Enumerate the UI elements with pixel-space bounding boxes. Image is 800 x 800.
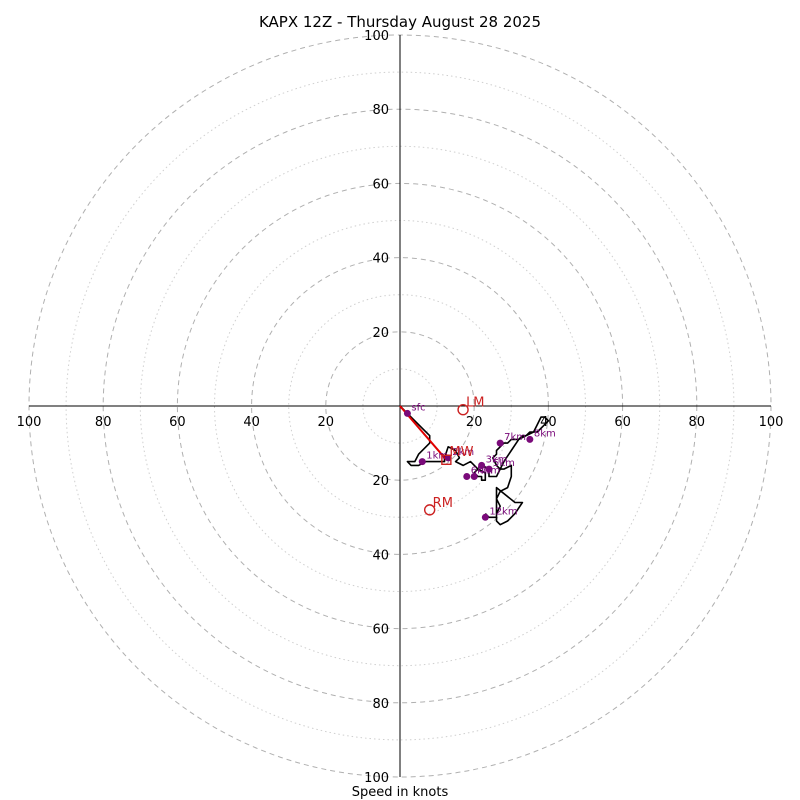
height-label-5km: 5km xyxy=(493,458,515,469)
height-label-sfc: sfc xyxy=(411,402,425,413)
tick-label-bottom-60: 60 xyxy=(372,623,389,638)
storm-motion-label-rm: RM xyxy=(433,496,453,511)
tick-label-top-80: 80 xyxy=(372,103,389,118)
height-label-2km: 2km xyxy=(452,447,474,458)
chart-title: KAPX 12Z - Thursday August 28 2025 xyxy=(259,13,541,31)
tick-label-top-40: 40 xyxy=(372,252,389,267)
tick-label-left-40: 40 xyxy=(243,415,260,430)
height-point-4km xyxy=(470,472,478,480)
height-label-1km: 1km xyxy=(426,451,448,462)
tick-label-top-60: 60 xyxy=(372,177,389,192)
height-label-3km: 3km xyxy=(486,454,508,465)
tick-label-right-100: 100 xyxy=(759,415,784,430)
height-point-8km xyxy=(526,435,534,443)
storm-motion-marker-lm xyxy=(457,404,469,416)
tick-label-left-100: 100 xyxy=(17,415,42,430)
height-point-12km xyxy=(481,513,489,521)
height-point-5km xyxy=(485,465,493,473)
height-label-6km: 6km xyxy=(471,465,493,476)
height-label-7km: 7km xyxy=(504,432,526,443)
storm-motion-label-lm: LM xyxy=(466,396,484,411)
height-label-12km: 12km xyxy=(489,506,517,517)
tick-label-right-80: 80 xyxy=(689,415,706,430)
tick-label-bottom-20: 20 xyxy=(372,474,389,489)
x-axis-title: Speed in knots xyxy=(352,785,449,800)
tick-label-right-40: 40 xyxy=(540,415,557,430)
tick-label-left-60: 60 xyxy=(169,415,186,430)
hodograph-trace xyxy=(399,405,550,526)
height-label-8km: 8km xyxy=(534,428,556,439)
tick-label-left-80: 80 xyxy=(95,415,112,430)
mean-wind-label: MW xyxy=(449,445,473,460)
tick-label-right-60: 60 xyxy=(614,415,631,430)
tick-label-left-20: 20 xyxy=(318,415,335,430)
tick-label-bottom-100: 100 xyxy=(364,771,389,786)
tick-label-bottom-40: 40 xyxy=(372,548,389,563)
height-point-7km xyxy=(496,439,504,447)
tick-labels: 20 40 60 80 100 100 80 60 40 20 20 40 60 80 100 20 40 60 8… xyxy=(17,29,784,786)
height-point-6km xyxy=(463,472,471,480)
mean-wind-marker xyxy=(441,454,452,465)
tick-label-bottom-80: 80 xyxy=(372,697,389,712)
tick-label-top-20: 20 xyxy=(372,326,389,341)
tick-label-right-20: 20 xyxy=(466,415,483,430)
tick-label-top-100: 100 xyxy=(364,29,389,44)
height-point-2km xyxy=(444,454,452,462)
height-point-1km xyxy=(418,458,426,466)
height-point-3km xyxy=(478,461,486,469)
storm-motion-markers: LM RM MW xyxy=(423,396,485,516)
height-markers: sfc1km2km3km4km5km6km7km8km12km xyxy=(403,402,556,521)
storm-motion-marker-rm xyxy=(423,504,436,516)
height-point-sfc xyxy=(403,409,411,417)
